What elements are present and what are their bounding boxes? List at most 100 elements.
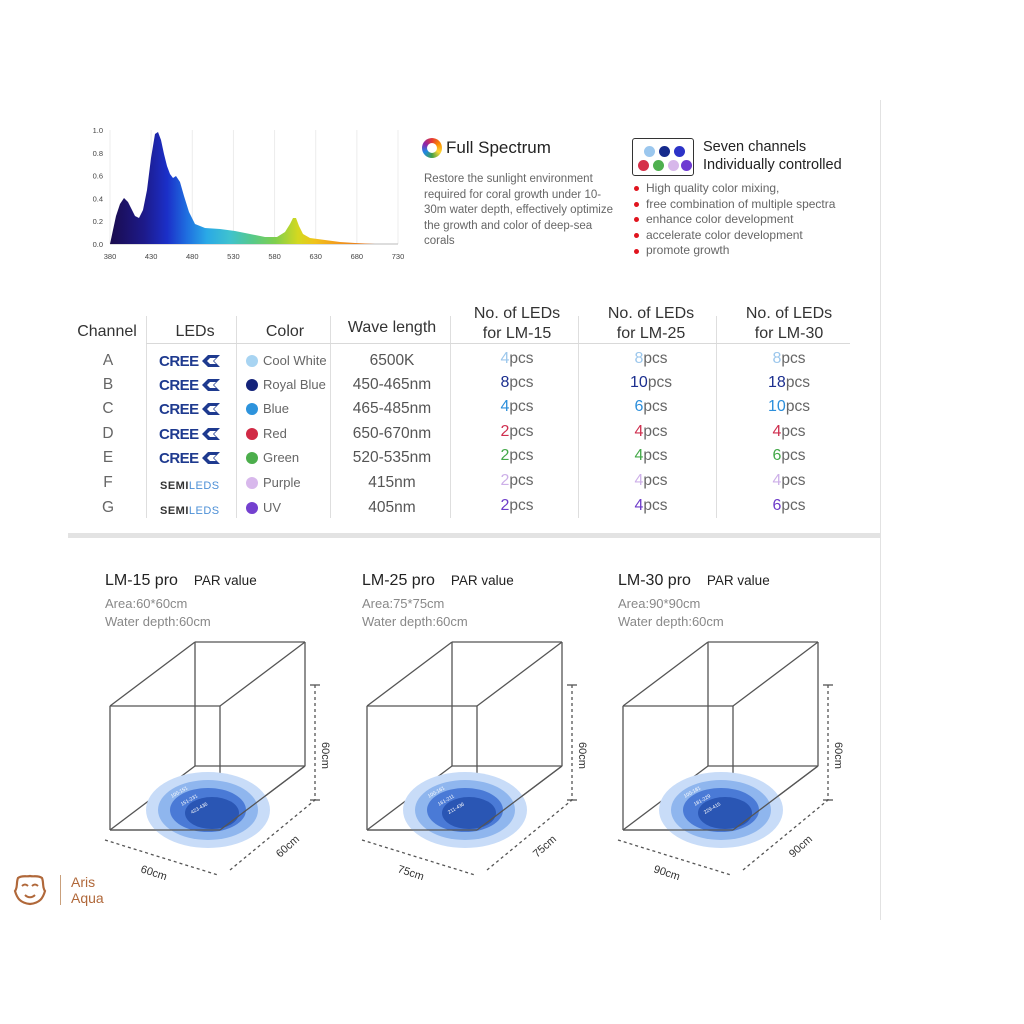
bullet-icon: [634, 186, 639, 192]
column-divider: [716, 316, 717, 518]
svg-text:60cm: 60cm: [274, 833, 302, 860]
lm25-count: 4pcs: [634, 472, 668, 489]
x-tick-label: 730: [392, 252, 405, 261]
header-channel: Channel: [77, 323, 137, 340]
color-cell: Red: [246, 426, 287, 441]
channel-color-dot: [638, 160, 649, 171]
column-divider: [146, 316, 147, 518]
x-tick-label: 380: [104, 252, 117, 261]
bullet-icon: [634, 233, 639, 239]
color-wheel-icon: [422, 138, 442, 158]
color-cell: Royal Blue: [246, 377, 326, 392]
channel-label: B: [102, 376, 114, 393]
full-spectrum-title: Full Spectrum: [422, 138, 551, 158]
svg-text:75cm: 75cm: [396, 863, 425, 880]
lm15-count: 4pcs: [500, 398, 534, 415]
lm30-count: 8pcs: [772, 350, 806, 367]
channel-label: G: [101, 499, 115, 516]
spectrum-curve: [110, 132, 395, 244]
channel-label: E: [102, 449, 114, 466]
svg-text:90cm: 90cm: [787, 833, 815, 860]
svg-text:CREE: CREE: [159, 426, 199, 443]
bullet-icon: [634, 248, 639, 254]
svg-text:60cm: 60cm: [319, 742, 331, 769]
svg-text:CREE: CREE: [159, 450, 199, 467]
header-lm25: No. of LEDs for LM-25: [607, 305, 695, 342]
header-leds: LEDs: [175, 323, 215, 340]
cree-logo: CREE: [159, 450, 220, 467]
color-cell: Cool White: [246, 353, 327, 368]
bullet-icon: [634, 201, 639, 207]
x-tick-label: 430: [145, 252, 158, 261]
brand-logo: Aris Aqua: [12, 873, 104, 907]
channel-label: F: [103, 474, 113, 491]
svg-text:60cm: 60cm: [139, 863, 168, 880]
column-divider: [450, 316, 451, 518]
spectrum-chart: 380 430 480 530 580 630 680 730 1.0 0.8 0.6 0.4 0.2 0…: [93, 126, 405, 261]
y-tick-label: 0.8: [93, 149, 103, 158]
svg-text:60cm: 60cm: [832, 742, 844, 769]
lm25-count: 8pcs: [634, 350, 668, 367]
seven-channels-icon: [632, 138, 694, 176]
lm15-count: 2pcs: [500, 472, 534, 489]
semileds-logo: SEMILEDS: [160, 505, 220, 517]
wave-length: 520-535nm: [352, 449, 432, 466]
brand-separator: [60, 875, 61, 905]
seven-channels-title: Seven channels Individually controlled: [703, 139, 842, 173]
full-spectrum-description: Restore the sunlight environment require…: [424, 173, 613, 247]
channel-color-dot: [674, 146, 685, 157]
lm15-count: 8pcs: [500, 374, 534, 391]
svg-text:90cm: 90cm: [652, 863, 681, 880]
y-tick-label: 0.4: [93, 194, 103, 203]
semileds-logo: SEMILEDS: [160, 480, 220, 492]
channel-color-dot: [668, 160, 679, 171]
bullet-icon: [634, 217, 639, 223]
par-info: Area:60*60cm Water depth:60cm: [105, 596, 211, 629]
feature-item: enhance color development: [634, 212, 835, 228]
spectrum-axis-labels: 380 430 480 530 580 630 680 730 1.0 0.8 0.6 0.4 0.2 0…: [93, 126, 405, 261]
wave-length: 450-465nm: [352, 376, 432, 393]
header-underline: [146, 343, 850, 344]
lm30-count: 18pcs: [768, 374, 810, 391]
svg-text:CREE: CREE: [159, 401, 199, 418]
wave-length: 465-485nm: [352, 400, 432, 417]
column-divider: [330, 316, 331, 518]
channel-color-dot: [659, 146, 670, 157]
section-divider: [68, 533, 880, 538]
color-dot: [246, 476, 258, 489]
lm30-count: 4pcs: [772, 472, 806, 489]
x-tick-label: 630: [309, 252, 322, 261]
color-dot: [246, 501, 258, 514]
x-tick-label: 530: [227, 252, 240, 261]
par-info: Area:90*90cm Water depth:60cm: [618, 596, 724, 629]
lm25-count: 10pcs: [630, 374, 672, 391]
cree-logo: CREE: [159, 353, 220, 370]
par-info: Area:75*75cm Water depth:60cm: [362, 596, 468, 629]
lm25-count: 4pcs: [634, 497, 668, 514]
color-cell: Blue: [246, 401, 289, 416]
channel-label: A: [102, 352, 114, 369]
cree-logo: CREE: [159, 426, 220, 443]
lm30-count: 6pcs: [772, 497, 806, 514]
column-divider: [236, 316, 237, 518]
lm25-count: 6pcs: [634, 398, 668, 415]
wave-length: 650-670nm: [352, 425, 432, 442]
channel-label: C: [102, 400, 114, 417]
color-cell: UV: [246, 500, 281, 515]
x-tick-label: 580: [268, 252, 281, 261]
y-tick-label: 0.6: [93, 172, 103, 181]
lm15-count: 2pcs: [500, 423, 534, 440]
channel-color-dot: [653, 160, 664, 171]
svg-text:60cm: 60cm: [576, 742, 588, 769]
channel-color-dot: [644, 146, 655, 157]
lm15-count: 2pcs: [500, 447, 534, 464]
svg-text:75cm: 75cm: [531, 833, 559, 860]
y-tick-label: 0.0: [93, 240, 103, 249]
y-tick-label: 1.0: [93, 126, 103, 135]
column-divider: [578, 316, 579, 518]
svg-text:CREE: CREE: [159, 353, 199, 370]
color-dot: [246, 354, 258, 367]
channel-color-dot: [681, 160, 692, 171]
